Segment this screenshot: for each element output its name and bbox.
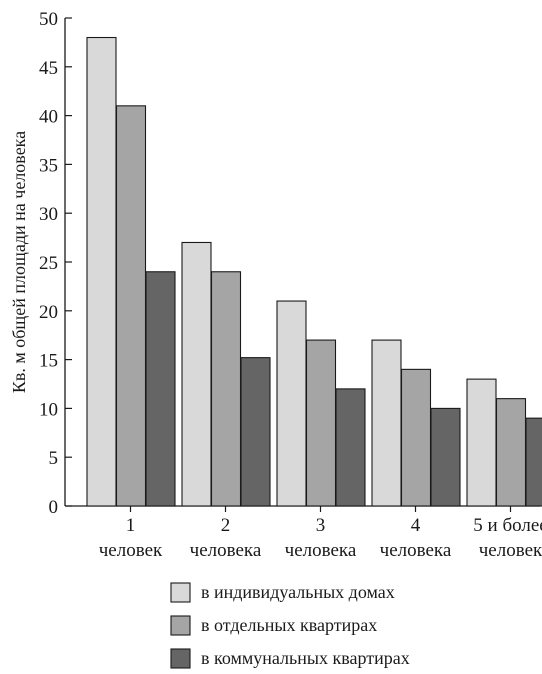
bar [466, 378, 497, 507]
x-tick-label: 4 [411, 515, 421, 536]
legend-label: в индивидуальных домах [201, 582, 395, 602]
y-tick-label: 45 [39, 58, 58, 79]
y-axis-title: Кв. м общей площади на человека [9, 131, 29, 393]
bar [240, 357, 271, 507]
x-tick-label: 2 [221, 515, 231, 536]
bar [525, 417, 542, 507]
bar [305, 339, 337, 507]
y-tick-label: 25 [39, 253, 58, 274]
legend-label: в отдельных квартирах [201, 615, 377, 635]
bar [276, 300, 307, 507]
y-tick-label: 40 [39, 107, 58, 128]
y-tick-label: 30 [39, 204, 58, 225]
legend-swatch [170, 615, 191, 636]
bar [86, 36, 117, 507]
bar [371, 339, 402, 507]
y-tick-label: 0 [49, 497, 59, 518]
legend-swatch [170, 648, 191, 669]
y-tick-label: 10 [39, 399, 58, 420]
bar [495, 398, 527, 507]
bar [430, 407, 461, 507]
y-tick-label: 50 [39, 9, 58, 30]
y-tick-label: 35 [39, 155, 58, 176]
x-tick-label: 5 и более [473, 515, 542, 536]
x-tick-label-line2: человек [99, 540, 163, 561]
x-tick-label-line2: человека [285, 540, 357, 561]
x-tick-label-line2: человека [380, 540, 452, 561]
x-tick-label: 1 [126, 515, 136, 536]
bar [335, 388, 366, 507]
y-tick-label: 5 [49, 448, 59, 469]
bar [115, 105, 147, 507]
x-tick-label-line2: человек [479, 540, 542, 561]
legend-label: в коммунальных квартирах [201, 648, 410, 668]
y-tick-label: 20 [39, 302, 58, 323]
legend-swatch [170, 582, 191, 603]
x-tick-label: 3 [316, 515, 326, 536]
x-tick-label-line2: человека [190, 540, 262, 561]
y-tick-label: 15 [39, 351, 58, 372]
bar [210, 271, 242, 507]
bar [181, 241, 212, 507]
bar [400, 368, 432, 507]
bar [145, 271, 176, 507]
